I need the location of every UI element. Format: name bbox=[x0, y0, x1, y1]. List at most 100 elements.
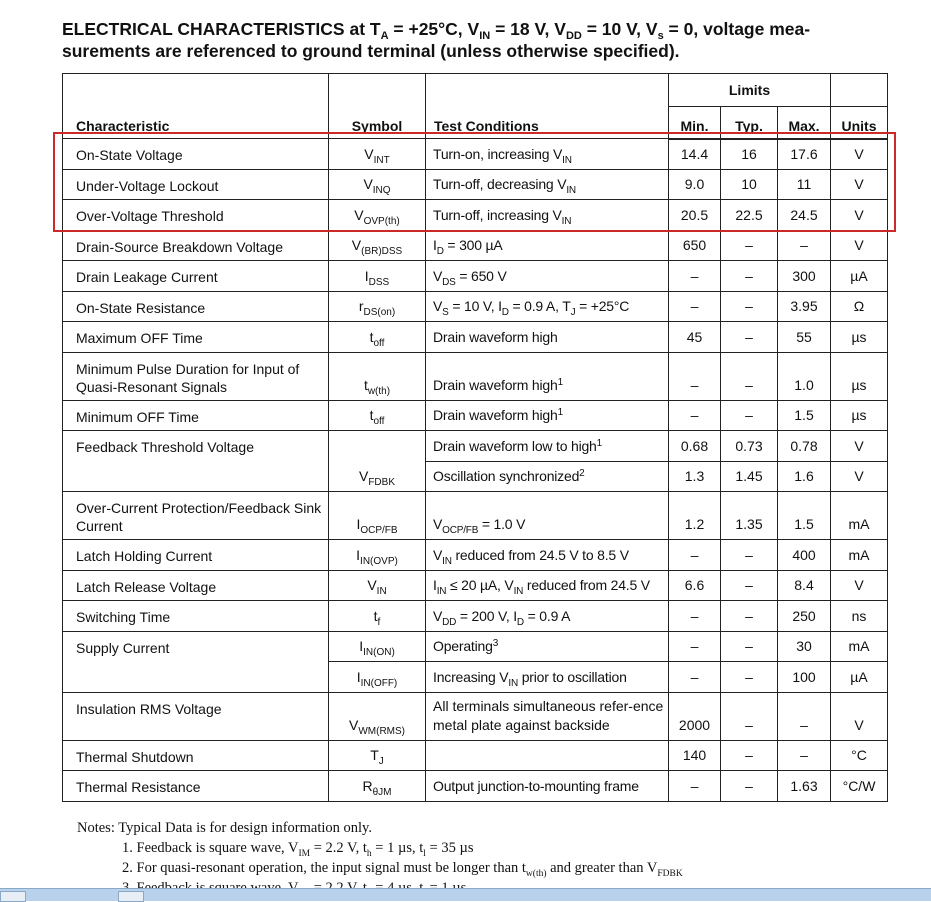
units-cell: V bbox=[830, 430, 888, 462]
text-segment: Drain waveform high bbox=[433, 407, 558, 423]
characteristic-cell: Minimum OFF Time bbox=[62, 399, 329, 431]
test-conditions-cell: VDS = 650 V bbox=[425, 260, 669, 292]
units-cell: V bbox=[830, 569, 888, 601]
text-segment: 2. For quasi-resonant operation, the inp… bbox=[122, 860, 526, 876]
test-conditions-cell: Operating3 bbox=[425, 630, 669, 662]
subscript: w(th) bbox=[525, 869, 547, 879]
symbol-cell: VOVP(th) bbox=[328, 199, 426, 231]
min-cell: 6.6 bbox=[668, 569, 721, 601]
max-cell: 250 bbox=[777, 600, 831, 632]
text-segment: V bbox=[363, 176, 373, 192]
symbol-cell: VIN bbox=[328, 569, 426, 601]
subscript: D bbox=[516, 616, 524, 628]
symbol-cell: RθJM bbox=[328, 770, 426, 802]
subscript: J bbox=[378, 756, 384, 767]
superscript: 1 bbox=[557, 376, 564, 388]
subscript: IN bbox=[436, 586, 447, 597]
min-cell: 140 bbox=[668, 739, 721, 771]
subscript: DD bbox=[442, 616, 457, 628]
text-segment: = 18 V, V bbox=[490, 19, 566, 39]
min-cell: 20.5 bbox=[668, 199, 721, 231]
text-segment: V bbox=[354, 206, 364, 223]
min-cell: 2000 bbox=[668, 691, 721, 741]
characteristic-cell: Maximum OFF Time bbox=[62, 321, 329, 353]
test-conditions-cell: Turn-off, increasing VIN bbox=[425, 199, 669, 231]
text-segment: Drain waveform low to high bbox=[433, 437, 597, 454]
text-segment: = 2.2 V, t bbox=[310, 840, 367, 856]
text-segment: V bbox=[364, 145, 374, 162]
test-conditions-cell: Oscillation synchronized2 bbox=[425, 460, 669, 492]
text-segment: = 1.0 V bbox=[478, 516, 526, 532]
test-conditions-cell: VOCP/FB = 1.0 V bbox=[425, 491, 669, 540]
note-item: 1. Feedback is square wave, VIM = 2.2 V,… bbox=[77, 838, 917, 859]
subscript: off bbox=[373, 337, 385, 349]
table-row: Thermal Shutdown TJ 140– – °C bbox=[62, 739, 888, 771]
units-cell: µs bbox=[830, 321, 888, 353]
subscript: IN bbox=[561, 215, 572, 227]
subscript: IN bbox=[376, 586, 387, 597]
test-conditions-cell: Output junction-to-mounting frame bbox=[425, 770, 669, 802]
typ-cell: – bbox=[720, 630, 778, 662]
units-cell: µA bbox=[830, 661, 888, 693]
taskbar-button[interactable] bbox=[0, 891, 26, 902]
units-cell: °C/W bbox=[830, 770, 888, 802]
table-row: Thermal Resistance RθJM Output junction-to… bbox=[62, 770, 888, 802]
table-row: IIN(OFF) Increasing VIN prior to oscillat… bbox=[63, 661, 888, 693]
header-units: Units bbox=[830, 106, 888, 140]
symbol-cell: VFDBK bbox=[328, 430, 426, 492]
symbol-cell: tf bbox=[328, 600, 426, 632]
text-segment: Drain waveform high bbox=[433, 376, 558, 393]
min-cell: 0.68 bbox=[668, 430, 721, 462]
text-segment: I bbox=[356, 546, 361, 563]
min-cell: – bbox=[668, 399, 721, 431]
characteristic-cell: Insulation RMS Voltage bbox=[62, 691, 329, 741]
text-segment: I bbox=[433, 577, 437, 593]
typ-cell: – bbox=[720, 321, 778, 353]
text-segment: Oscillation synchronized bbox=[433, 468, 580, 484]
typ-cell: – bbox=[720, 739, 778, 771]
units-cell: Ω bbox=[830, 290, 888, 322]
symbol-cell: VINQ bbox=[328, 168, 426, 200]
units-cell: °C bbox=[830, 739, 888, 771]
max-cell: – bbox=[777, 691, 831, 741]
max-cell: 1.5 bbox=[777, 491, 831, 540]
text-segment: V bbox=[349, 716, 359, 733]
text-segment: V bbox=[351, 237, 362, 253]
characteristic-cell: On-State Voltage bbox=[62, 138, 329, 170]
units-cell: V bbox=[830, 168, 888, 200]
test-conditions-cell: VS = 10 V, ID = 0.9 A, TJ = +25°C bbox=[425, 290, 669, 322]
subscript: INQ bbox=[372, 185, 391, 196]
min-cell: 1.2 bbox=[668, 491, 721, 540]
text-segment: = 10 V, V bbox=[581, 19, 658, 39]
max-cell: 300 bbox=[777, 260, 831, 292]
min-cell: – bbox=[668, 539, 721, 571]
taskbar bbox=[0, 888, 931, 902]
symbol-cell: TJ bbox=[328, 739, 426, 771]
subscript: IN bbox=[513, 586, 524, 597]
symbol-cell: VINT bbox=[328, 138, 426, 170]
text-segment: and greater than V bbox=[546, 860, 658, 876]
test-conditions-cell: Drain waveform low to high1 bbox=[425, 430, 669, 462]
min-cell: – bbox=[668, 290, 721, 322]
text-segment: T bbox=[370, 747, 379, 763]
units-cell: µA bbox=[830, 260, 888, 292]
text-segment: ELECTRICAL CHARACTERISTICS at T bbox=[62, 19, 381, 39]
subscript: OVP(th) bbox=[363, 215, 400, 227]
text-segment: reduced from 24.5 V to 8.5 V bbox=[451, 546, 629, 563]
subscript: FDBK bbox=[657, 869, 683, 879]
units-cell: mA bbox=[830, 539, 888, 571]
subscript: l bbox=[423, 849, 426, 859]
max-cell: 400 bbox=[777, 539, 831, 571]
header-min: Min. bbox=[668, 106, 721, 140]
text-segment: All terminals simultaneous refer-ence me… bbox=[433, 697, 664, 733]
characteristic-cell: Switching Time bbox=[62, 600, 329, 632]
text-segment: = 0.9 A, T bbox=[508, 298, 571, 314]
superscript: 1 bbox=[557, 407, 564, 418]
typ-cell: 1.35 bbox=[720, 491, 778, 540]
typ-cell: 16 bbox=[720, 138, 778, 170]
notes: Notes: Typical Data is for design inform… bbox=[77, 818, 917, 899]
test-conditions-cell: Turn-on, increasing VIN bbox=[425, 138, 669, 170]
taskbar-button[interactable] bbox=[118, 891, 144, 902]
subscript: DS bbox=[442, 276, 456, 288]
text-segment: V bbox=[433, 546, 443, 563]
